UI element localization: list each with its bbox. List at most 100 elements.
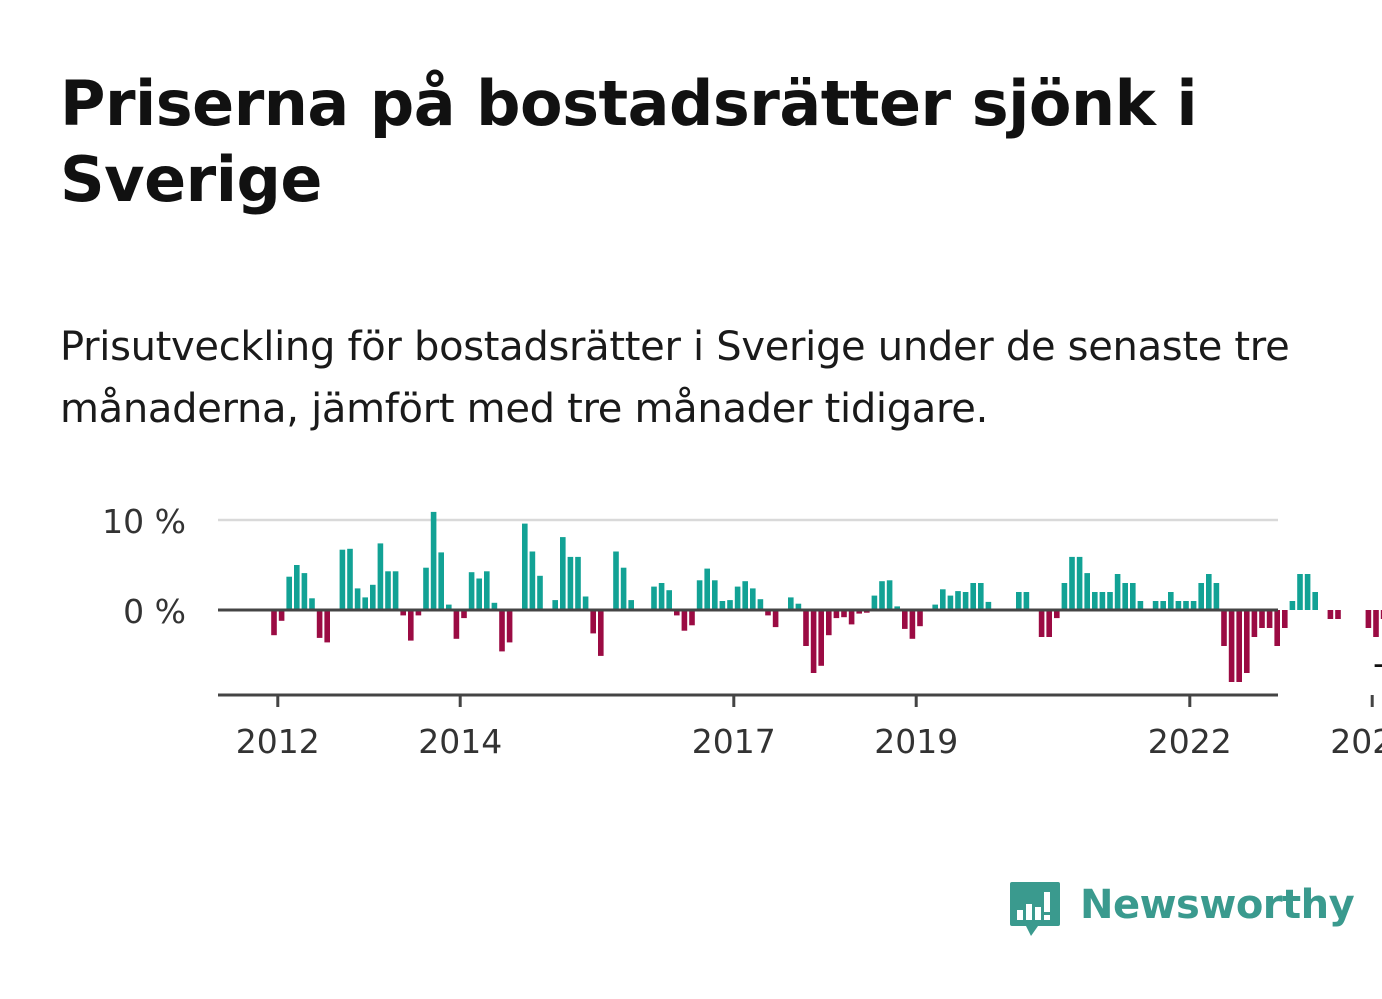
bar — [1114, 574, 1121, 610]
bar — [985, 601, 992, 610]
bar — [271, 610, 277, 636]
x-tick-label: 2019 — [874, 722, 958, 761]
bar — [826, 610, 832, 636]
bar — [506, 610, 513, 643]
bar — [1221, 610, 1227, 646]
bar — [1069, 556, 1075, 610]
chart-subtitle: Prisutveckling för bostadsrätter i Sveri… — [60, 324, 1290, 432]
bar — [681, 610, 688, 631]
x-tick-label: 2022 — [1148, 722, 1232, 761]
bar — [712, 580, 718, 610]
y-tick-label: 0 % — [123, 592, 186, 631]
bar — [940, 589, 946, 610]
bar — [658, 583, 665, 610]
bar — [1206, 574, 1212, 610]
bar — [734, 586, 741, 610]
bar — [1076, 556, 1083, 610]
bar — [1365, 610, 1372, 628]
bar — [1130, 583, 1136, 610]
bar — [278, 610, 285, 621]
bar — [294, 565, 300, 610]
bar — [962, 592, 969, 610]
bar — [392, 571, 399, 610]
bar — [1282, 610, 1288, 628]
bar — [537, 575, 543, 610]
bar — [810, 610, 817, 673]
bar — [772, 610, 779, 628]
bar — [476, 578, 482, 610]
bar — [522, 523, 528, 610]
x-tick-label: 2017 — [692, 722, 776, 761]
bar — [742, 581, 748, 610]
bar — [301, 573, 308, 610]
bar — [947, 595, 954, 610]
bar — [446, 604, 452, 610]
bar — [316, 610, 323, 638]
bar — [841, 610, 847, 618]
bar — [750, 588, 756, 610]
bar — [1122, 583, 1128, 610]
bar — [1274, 610, 1280, 646]
bar — [1190, 601, 1197, 610]
bar — [567, 556, 574, 610]
bar — [894, 606, 900, 610]
bar — [1304, 574, 1311, 610]
bar — [765, 610, 771, 616]
bar — [1236, 610, 1242, 682]
bar — [1016, 592, 1022, 610]
bar — [795, 603, 802, 610]
axes — [218, 608, 1374, 707]
bar — [1183, 601, 1189, 610]
bar — [468, 572, 475, 610]
bar — [848, 610, 855, 625]
bar — [1289, 601, 1296, 610]
bar — [582, 596, 589, 610]
bar — [704, 568, 710, 610]
bar — [499, 610, 505, 652]
bar — [1168, 592, 1174, 610]
bar — [590, 610, 596, 634]
x-tick-label: 2024 — [1330, 722, 1382, 761]
bar — [917, 610, 923, 627]
bar — [408, 610, 414, 641]
bar — [833, 610, 840, 619]
x-tick-label: 2012 — [236, 722, 320, 761]
bar — [1244, 610, 1250, 673]
bar — [370, 584, 376, 610]
bar — [1092, 592, 1098, 610]
bar — [696, 580, 703, 610]
bar — [339, 549, 346, 610]
bar — [902, 610, 908, 629]
bar — [1228, 610, 1235, 682]
bar — [620, 567, 627, 610]
bar — [415, 610, 422, 616]
bar — [719, 601, 726, 610]
bar — [1327, 610, 1334, 619]
bar — [1160, 601, 1166, 610]
bar — [1175, 601, 1182, 610]
bar — [978, 583, 984, 610]
x-tick-label: 2014 — [418, 722, 502, 761]
bar — [1084, 573, 1090, 610]
bar — [560, 537, 566, 610]
bar — [1198, 583, 1204, 610]
bar — [932, 604, 938, 610]
brand-name: Newsworthy — [1080, 882, 1355, 928]
bar — [803, 610, 809, 646]
bar — [575, 556, 581, 610]
bar — [1099, 592, 1106, 610]
bar — [674, 610, 680, 616]
bar — [909, 610, 916, 639]
bar — [1213, 583, 1220, 610]
bar — [856, 610, 862, 614]
bar — [788, 597, 794, 610]
bar — [354, 588, 361, 610]
bar — [1152, 601, 1159, 610]
bar — [1054, 610, 1060, 619]
bar — [689, 610, 695, 626]
bar — [362, 597, 368, 610]
bar — [423, 567, 429, 610]
bar — [651, 586, 657, 610]
bar — [666, 590, 672, 610]
bar — [1023, 592, 1030, 610]
